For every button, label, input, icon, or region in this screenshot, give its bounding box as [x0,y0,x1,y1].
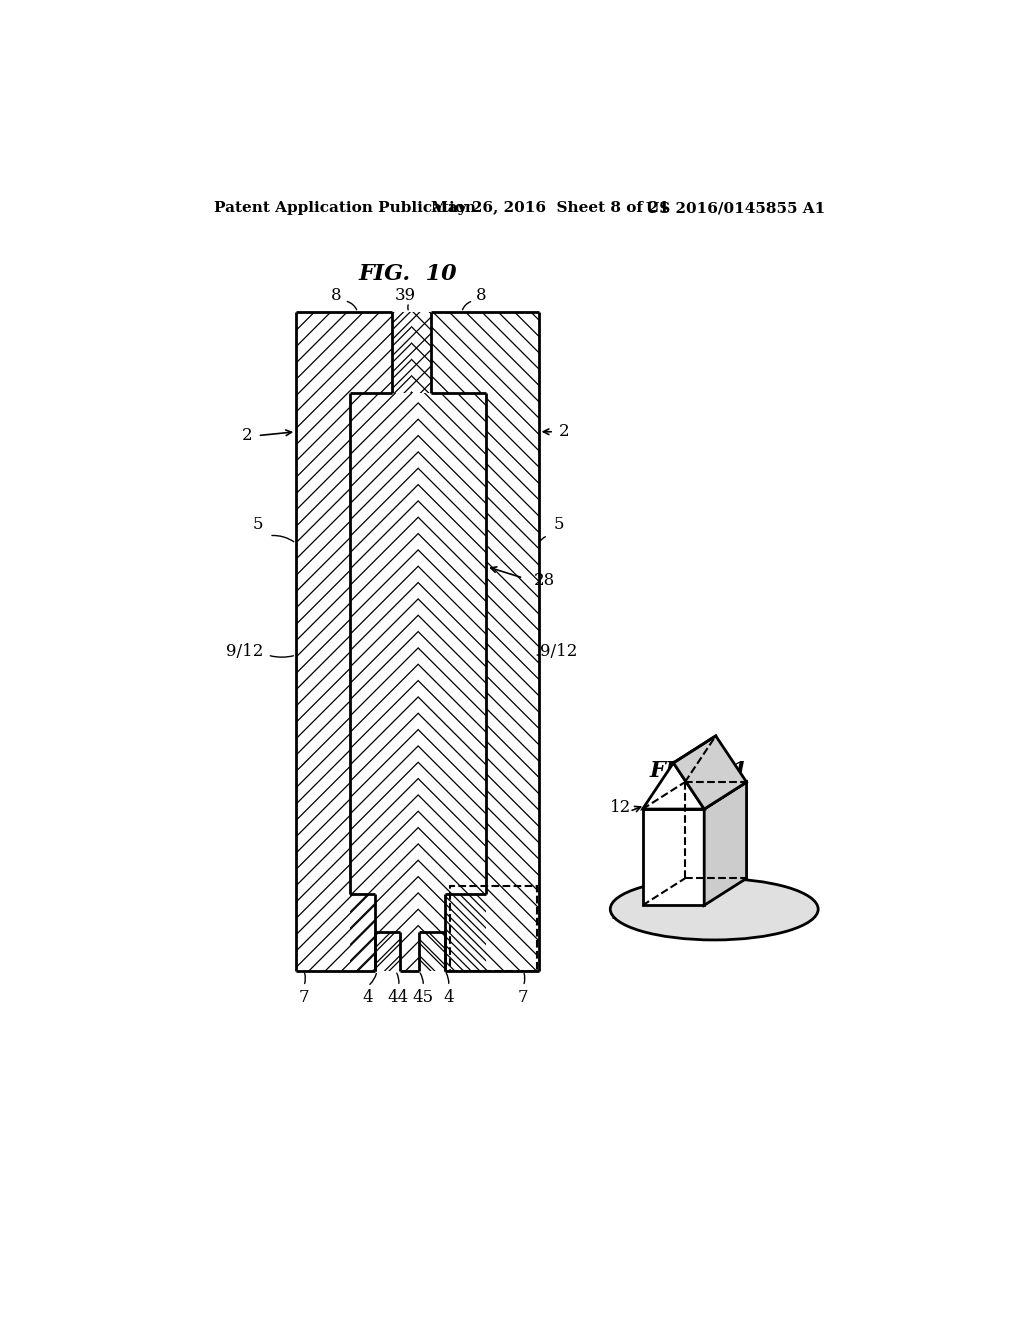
Text: May 26, 2016  Sheet 8 of 21: May 26, 2016 Sheet 8 of 21 [431,202,670,215]
Text: 4: 4 [443,989,454,1006]
Bar [350,393,486,894]
Text: 4: 4 [362,989,373,1006]
Text: 9/12: 9/12 [540,643,578,660]
Text: 9/12: 9/12 [226,643,263,660]
Polygon shape [705,781,746,906]
Text: 8: 8 [475,286,486,304]
Polygon shape [392,313,412,393]
Bar [451,886,538,970]
Polygon shape [643,809,705,906]
Text: US 2016/0145855 A1: US 2016/0145855 A1 [646,202,825,215]
Text: 12: 12 [609,799,631,816]
Text: Patent Application Publication: Patent Application Publication [214,202,476,215]
Text: 2: 2 [559,424,569,441]
Text: 28: 28 [535,572,555,589]
Polygon shape [674,737,746,809]
Text: 5: 5 [252,516,263,533]
Ellipse shape [610,878,818,940]
Polygon shape [296,313,392,970]
Polygon shape [643,781,746,809]
Polygon shape [418,393,486,970]
Polygon shape [350,393,418,970]
Text: FIG.  11: FIG. 11 [649,759,749,781]
Polygon shape [376,932,400,970]
Text: FIG.  10: FIG. 10 [358,263,457,285]
Text: 45: 45 [413,989,434,1006]
Text: 7: 7 [518,989,528,1006]
Polygon shape [643,763,705,809]
Text: 2: 2 [243,428,253,444]
Polygon shape [412,313,431,393]
Text: 44: 44 [388,989,410,1006]
Polygon shape [419,932,444,970]
Polygon shape [392,313,431,393]
Text: 12: 12 [609,906,631,923]
Text: 39: 39 [395,286,416,304]
Text: 5: 5 [553,516,564,533]
Text: 7: 7 [299,989,309,1006]
Text: 8: 8 [331,286,341,304]
Polygon shape [431,313,539,970]
